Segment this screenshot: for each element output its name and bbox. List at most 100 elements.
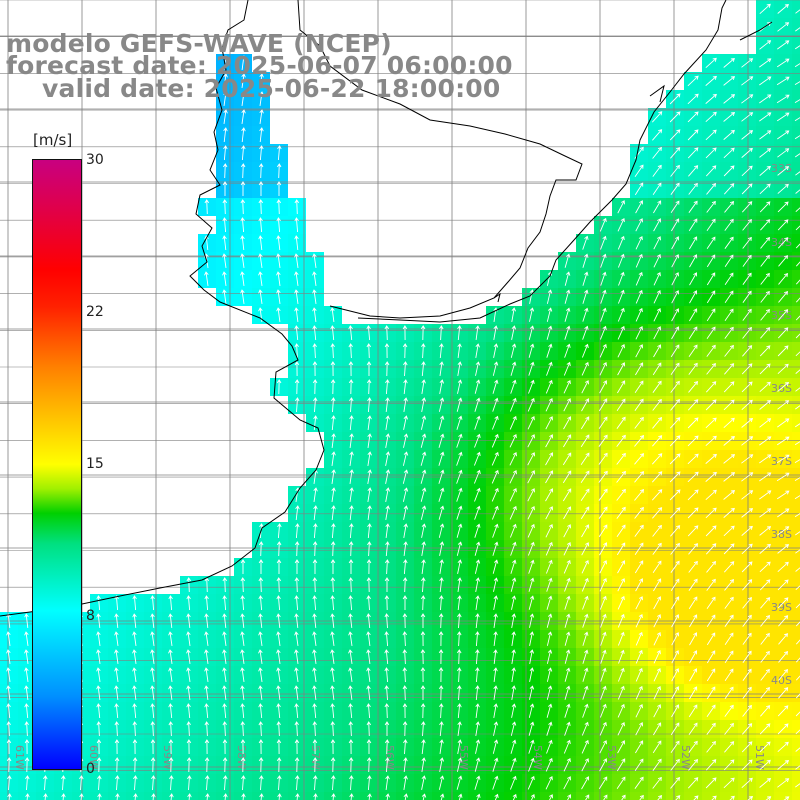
- wind-vector-arrow: [509, 451, 517, 466]
- wind-vector-arrow: [132, 631, 137, 646]
- wind-vector-arrow: [581, 380, 589, 394]
- wind-vector-arrow: [96, 649, 101, 664]
- wind-vector-arrow: [546, 649, 553, 664]
- lon-label: 52W: [679, 745, 692, 770]
- wind-vector-arrow: [241, 127, 246, 143]
- wind-vector-arrow: [403, 397, 408, 412]
- wind-vector-arrow: [403, 775, 408, 790]
- wind-vector-arrow: [759, 3, 771, 15]
- wind-vector-arrow: [511, 595, 517, 610]
- wind-vector-arrow: [6, 685, 11, 700]
- wind-vector-arrow: [777, 526, 790, 536]
- wind-vector-arrow: [546, 307, 553, 322]
- wind-vector-arrow: [475, 649, 480, 665]
- wind-vector-arrow: [384, 595, 390, 611]
- wind-vector-arrow: [223, 109, 228, 124]
- wind-vector-arrow: [439, 577, 444, 593]
- wind-speed-cell: [792, 270, 800, 288]
- wind-speed-cell: [792, 504, 800, 522]
- wind-vector-arrow: [778, 309, 789, 321]
- wind-vector-arrow: [169, 793, 174, 800]
- wind-vector-arrow: [402, 667, 407, 683]
- wind-vector-arrow: [294, 559, 300, 574]
- wind-vector-arrow: [741, 94, 754, 104]
- wind-vector-arrow: [639, 794, 644, 800]
- wind-vector-arrow: [348, 343, 353, 359]
- wind-vector-arrow: [545, 523, 553, 538]
- wind-vector-arrow: [705, 777, 717, 789]
- wind-vector-arrow: [294, 667, 299, 682]
- wind-vector-arrow: [168, 631, 173, 646]
- wind-vector-arrow: [420, 415, 427, 430]
- wind-vector-arrow: [222, 649, 227, 664]
- wind-vector-arrow: [564, 631, 571, 646]
- wind-vector-arrow: [384, 559, 390, 575]
- wind-vector-arrow: [491, 487, 499, 502]
- wind-vector-arrow: [276, 595, 281, 611]
- wind-vector-arrow: [777, 345, 789, 357]
- wind-vector-arrow: [438, 523, 445, 538]
- wind-vector-arrow: [670, 722, 680, 736]
- wind-vector-arrow: [652, 398, 662, 411]
- wind-vector-arrow: [705, 381, 717, 393]
- wind-vector-arrow: [706, 254, 716, 268]
- wind-vector-arrow: [546, 703, 553, 718]
- wind-vector-arrow: [671, 632, 680, 646]
- wind-vector-arrow: [635, 200, 644, 214]
- wind-vector-arrow: [528, 577, 535, 592]
- wind-speed-cell: [792, 360, 800, 378]
- wind-vector-arrow: [241, 793, 246, 800]
- wind-vector-arrow: [241, 91, 246, 106]
- wind-vector-arrow: [438, 613, 444, 629]
- wind-vector-arrow: [777, 561, 789, 573]
- wind-vector-arrow: [330, 739, 336, 755]
- wind-vector-arrow: [529, 685, 535, 700]
- wind-vector-arrow: [240, 631, 245, 646]
- wind-vector-arrow: [366, 577, 372, 593]
- wind-vector-arrow: [617, 343, 625, 358]
- wind-vector-arrow: [330, 361, 336, 377]
- wind-vector-arrow: [617, 703, 625, 718]
- wind-vector-arrow: [96, 613, 101, 628]
- wind-vector-arrow: [473, 451, 481, 466]
- wind-vector-arrow: [741, 508, 754, 518]
- wind-vector-arrow: [420, 487, 427, 502]
- wind-vector-arrow: [693, 795, 699, 800]
- wind-vector-arrow: [438, 397, 445, 412]
- wind-vector-arrow: [687, 489, 699, 501]
- wind-speed-cell: [342, 792, 360, 800]
- wind-vector-arrow: [240, 199, 246, 215]
- wind-vector-arrow: [599, 343, 607, 358]
- wind-vector-arrow: [294, 541, 300, 557]
- wind-vector-arrow: [581, 542, 590, 556]
- wind-vector-arrow: [402, 685, 408, 701]
- wind-vector-arrow: [240, 739, 246, 755]
- wind-vector-arrow: [689, 308, 698, 322]
- wind-vector-arrow: [456, 667, 462, 683]
- wind-vector-arrow: [581, 776, 590, 790]
- wind-vector-arrow: [795, 549, 800, 554]
- wind-vector-arrow: [795, 225, 800, 231]
- wind-vector-arrow: [528, 361, 535, 376]
- wind-vector-arrow: [276, 163, 282, 179]
- wind-vector-arrow: [294, 613, 299, 628]
- wind-vector-arrow: [114, 667, 119, 682]
- wind-vector-arrow: [384, 667, 389, 683]
- wind-vector-arrow: [706, 236, 716, 250]
- wind-vector-arrow: [635, 578, 644, 592]
- wind-vector-arrow: [385, 505, 390, 520]
- wind-vector-arrow: [600, 667, 607, 682]
- wind-vector-arrow: [564, 613, 571, 628]
- wind-vector-arrow: [312, 703, 317, 719]
- wind-vector-arrow: [617, 362, 626, 376]
- wind-vector-arrow: [652, 362, 662, 376]
- wind-vector-arrow: [223, 73, 228, 88]
- wind-vector-arrow: [6, 667, 11, 682]
- wind-vector-arrow: [223, 145, 228, 161]
- wind-vector-arrow: [617, 289, 625, 304]
- wind-speed-cell: [792, 36, 800, 54]
- wind-vector-arrow: [652, 507, 663, 519]
- wind-vector-arrow: [599, 542, 608, 556]
- wind-vector-arrow: [562, 452, 572, 466]
- wind-vector-arrow: [420, 433, 427, 448]
